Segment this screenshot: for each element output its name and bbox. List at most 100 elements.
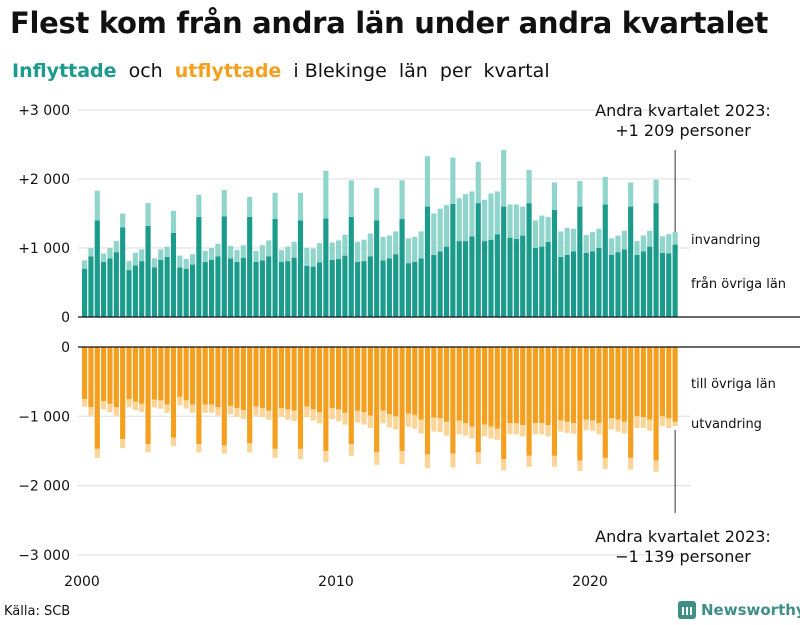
- bar-till-ovriga-lan: [583, 347, 589, 420]
- bar-fran-ovriga-lan: [177, 267, 183, 317]
- bar-till-ovriga-lan: [659, 347, 665, 417]
- bar-invandring: [386, 235, 392, 259]
- bar-fran-ovriga-lan: [602, 204, 608, 317]
- bar-fran-ovriga-lan: [507, 237, 513, 317]
- bar-utvandring: [570, 423, 577, 434]
- bar-utvandring: [532, 423, 538, 435]
- bar-fran-ovriga-lan: [532, 248, 538, 317]
- bar-invandring: [253, 250, 259, 262]
- y-tick-label: +3 000: [18, 103, 70, 119]
- bar-utvandring: [507, 423, 513, 435]
- bar-till-ovriga-lan: [590, 347, 596, 421]
- bar-invandring: [640, 235, 646, 252]
- bar-utvandring: [405, 413, 411, 427]
- bar-utvandring: [240, 410, 246, 420]
- bar-invandring: [139, 249, 145, 262]
- bar-invandring: [342, 234, 348, 256]
- bar-invandring: [653, 179, 659, 204]
- bar-fran-ovriga-lan: [463, 241, 469, 317]
- bar-till-ovriga-lan: [228, 347, 234, 406]
- bar-invandring: [132, 252, 138, 266]
- bar-invandring: [393, 231, 399, 255]
- bar-invandring: [145, 203, 151, 226]
- bar-utvandring: [342, 412, 348, 425]
- bar-invandring: [221, 190, 227, 217]
- bar-till-ovriga-lan: [507, 347, 513, 424]
- bar-till-ovriga-lan: [82, 347, 88, 399]
- bar-fran-ovriga-lan: [666, 253, 672, 317]
- bar-invandring: [647, 230, 653, 247]
- bar-fran-ovriga-lan: [653, 203, 659, 317]
- bar-till-ovriga-lan: [393, 347, 399, 417]
- bar-utvandring: [113, 407, 119, 416]
- label-utvandring: utvandring: [691, 417, 762, 432]
- bar-till-ovriga-lan: [164, 347, 170, 405]
- bar-till-ovriga-lan: [247, 347, 253, 444]
- bar-utvandring: [380, 410, 386, 424]
- bar-fran-ovriga-lan: [253, 261, 259, 317]
- bar-invandring: [209, 248, 215, 260]
- bar-invandring: [151, 258, 157, 268]
- bar-utvandring: [139, 403, 145, 413]
- bar-fran-ovriga-lan: [323, 218, 329, 317]
- bar-utvandring: [170, 437, 177, 447]
- bar-utvandring: [482, 424, 488, 437]
- bar-fran-ovriga-lan: [469, 236, 475, 317]
- bar-fran-ovriga-lan: [329, 259, 335, 317]
- bar-till-ovriga-lan: [240, 347, 246, 411]
- bar-fran-ovriga-lan: [526, 203, 532, 317]
- bar-utvandring: [488, 426, 494, 439]
- bar-till-ovriga-lan: [297, 347, 304, 449]
- bar-till-ovriga-lan: [539, 347, 545, 424]
- bar-invandring: [336, 240, 342, 260]
- bar-fran-ovriga-lan: [577, 206, 583, 317]
- bar-till-ovriga-lan: [596, 347, 602, 424]
- bar-till-ovriga-lan: [653, 347, 659, 461]
- bar-fran-ovriga-lan: [342, 255, 348, 317]
- bar-fran-ovriga-lan: [234, 261, 240, 317]
- bar-till-ovriga-lan: [450, 347, 456, 454]
- bar-fran-ovriga-lan: [443, 246, 450, 317]
- bar-till-ovriga-lan: [405, 347, 411, 414]
- bar-fran-ovriga-lan: [564, 254, 570, 317]
- bar-invandring: [539, 215, 545, 247]
- bar-invandring: [196, 194, 202, 217]
- bar-fran-ovriga-lan: [590, 251, 596, 317]
- bar-invandring: [494, 191, 500, 235]
- bar-till-ovriga-lan: [520, 347, 526, 426]
- bar-till-ovriga-lan: [310, 347, 316, 410]
- bar-fran-ovriga-lan: [672, 244, 678, 317]
- bar-till-ovriga-lan: [602, 347, 608, 458]
- bar-invandring: [170, 210, 177, 233]
- label-till-ovriga-lan: till övriga län: [691, 377, 776, 392]
- bar-till-ovriga-lan: [386, 347, 392, 415]
- bar-till-ovriga-lan: [215, 347, 221, 408]
- bar-fran-ovriga-lan: [494, 234, 500, 317]
- label-fran-ovriga-lan: från övriga län: [691, 277, 786, 292]
- chart-title: Flest kom från andra län under andra kva…: [10, 6, 769, 40]
- bar-utvandring: [628, 457, 634, 470]
- bar-till-ovriga-lan: [329, 347, 335, 408]
- y-tick-label: +1 000: [18, 241, 70, 257]
- bar-utvandring: [418, 419, 424, 434]
- bar-fran-ovriga-lan: [386, 258, 392, 317]
- bar-invandring: [399, 180, 405, 220]
- bar-fran-ovriga-lan: [520, 235, 526, 317]
- bar-fran-ovriga-lan: [634, 254, 640, 317]
- bar-invandring: [475, 161, 481, 204]
- bar-utvandring: [374, 452, 380, 465]
- bar-invandring: [329, 242, 335, 260]
- bar-fran-ovriga-lan: [488, 239, 494, 317]
- bar-invandring: [247, 196, 253, 217]
- bar-till-ovriga-lan: [234, 347, 240, 408]
- bar-till-ovriga-lan: [615, 347, 621, 420]
- subtitle-in-word: Inflyttade: [12, 60, 117, 82]
- bar-till-ovriga-lan: [291, 347, 297, 411]
- subtitle-out-word: utflyttade: [174, 60, 282, 82]
- bar-utvandring: [259, 407, 265, 417]
- bar-utvandring: [272, 448, 278, 458]
- bar-utvandring: [475, 452, 481, 465]
- bar-invandring: [596, 228, 602, 248]
- bar-utvandring: [634, 416, 640, 429]
- bar-invandring: [228, 245, 234, 259]
